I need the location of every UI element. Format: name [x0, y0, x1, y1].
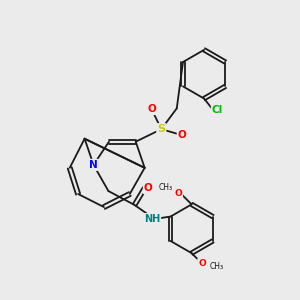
Text: O: O — [178, 130, 187, 140]
Text: CH₃: CH₃ — [159, 183, 173, 192]
Text: S: S — [157, 124, 165, 134]
Text: Cl: Cl — [212, 105, 223, 115]
Text: O: O — [174, 190, 182, 199]
Text: N: N — [89, 160, 98, 170]
Text: O: O — [147, 104, 156, 114]
Text: CH₃: CH₃ — [210, 262, 224, 271]
Text: NH: NH — [144, 214, 160, 224]
Text: O: O — [144, 183, 153, 193]
Text: O: O — [198, 259, 206, 268]
